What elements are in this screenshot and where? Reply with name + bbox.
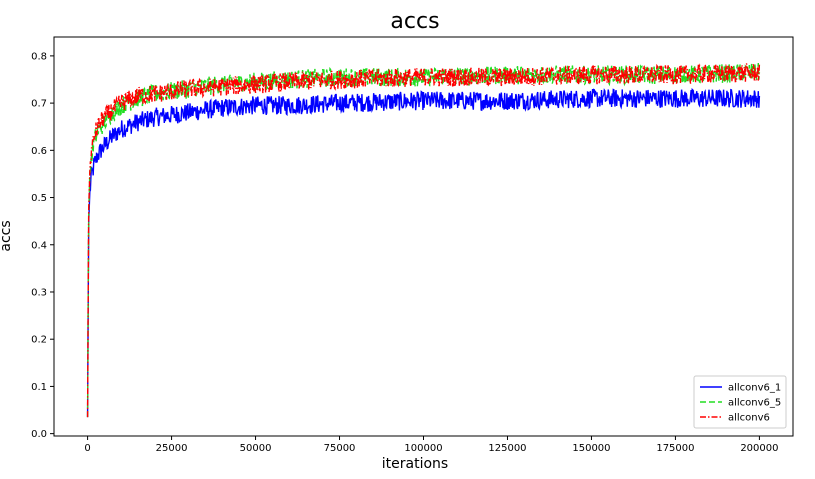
series-line-allconv6_1 [86,88,761,418]
y-tick-label: 0.5 [31,193,47,204]
x-tick-label: 200000 [740,443,778,454]
x-tick-label: 175000 [656,443,694,454]
x-tick-label: 25000 [156,443,188,454]
x-tick-label: 75000 [324,443,356,454]
legend-box [693,375,787,429]
legend-label-allconv6_1: allconv6_1 [728,383,781,394]
x-tick-label: 50000 [240,443,272,454]
x-tick-label: 100000 [404,443,442,454]
y-tick-label: 0.6 [31,146,47,157]
chart-title: accs [390,9,439,34]
x-axis: 0 25000 50000 75000 100000 125000 150000 175000… [84,436,779,454]
y-tick-label: 0.3 [31,287,47,298]
x-axis-label: iterations [382,456,448,472]
y-axis-label: accs [0,220,14,251]
x-tick-label: 150000 [572,443,610,454]
y-tick-label: 0.0 [31,429,47,440]
y-tick-label: 0.7 [31,99,47,110]
y-tick-label: 0.8 [31,51,47,62]
y-tick-label: 0.2 [31,335,47,346]
legend: allconv6_1 allconv6_5 allconv6 [693,375,787,429]
series-line-allconv6 [86,63,761,418]
legend-label-allconv6: allconv6 [728,413,770,424]
y-axis: 0.0 0.1 0.2 0.3 0.4 0.5 0.6 0.7 0.8 [31,51,54,440]
x-tick-label: 125000 [488,443,526,454]
y-tick-label: 0.4 [31,240,47,251]
x-tick-label: 0 [84,443,90,454]
y-tick-label: 0.1 [31,382,47,393]
legend-label-allconv6_5: allconv6_5 [728,398,781,409]
